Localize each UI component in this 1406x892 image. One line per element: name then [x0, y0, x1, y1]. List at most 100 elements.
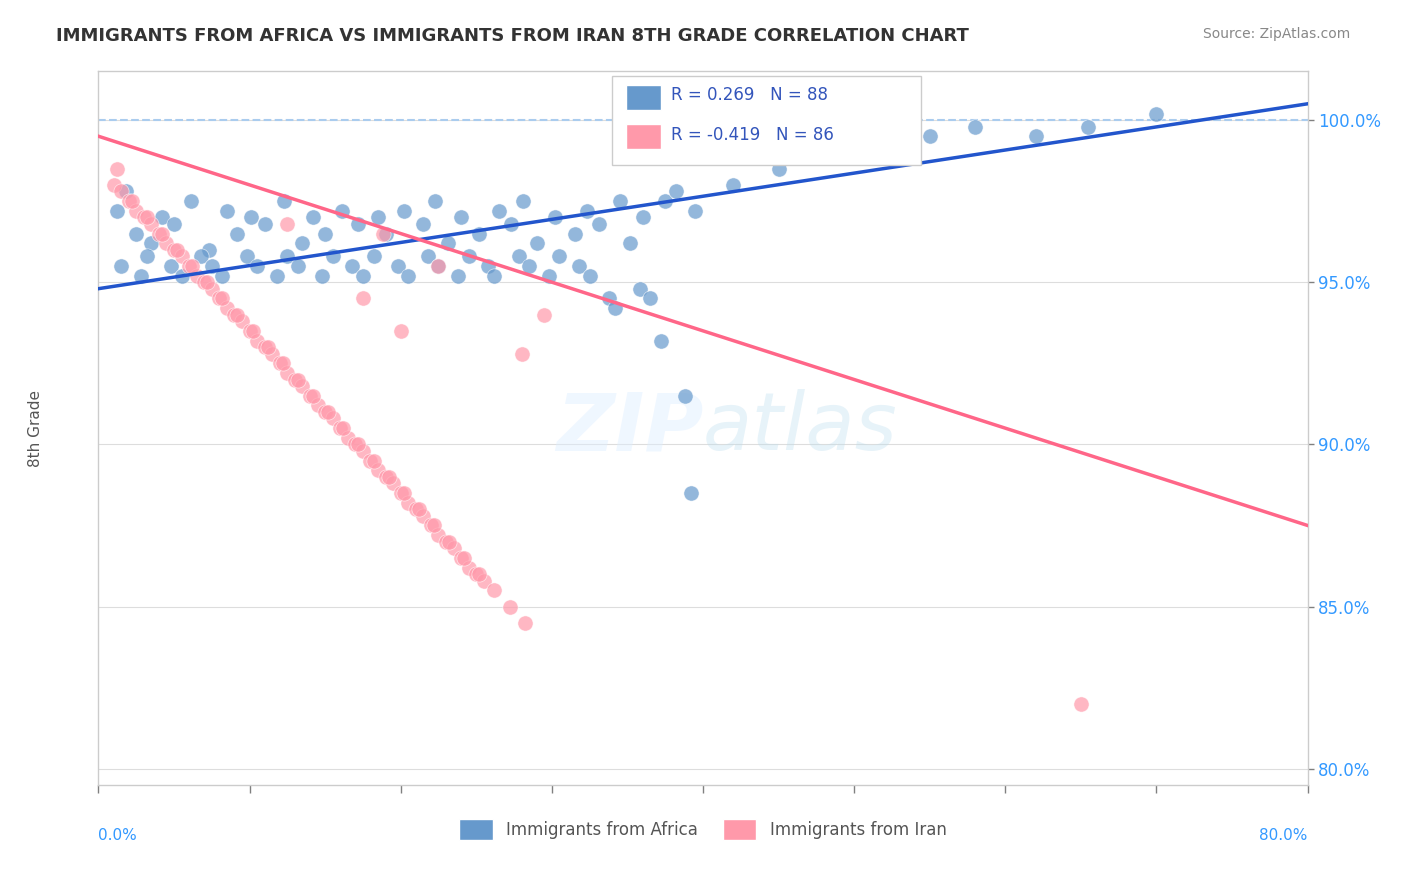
Point: [360, 453, 382, 467]
Point: [588, 217, 610, 231]
Point: [344, 437, 367, 451]
Point: [450, 550, 472, 565]
Point: [628, 282, 651, 296]
Legend: Immigrants from Africa, Immigrants from Iran: Immigrants from Africa, Immigrants from …: [451, 811, 955, 848]
Point: [631, 211, 654, 225]
Point: [201, 282, 224, 296]
Point: [352, 292, 374, 306]
Point: [352, 268, 374, 283]
Point: [322, 249, 344, 263]
Point: [450, 211, 472, 225]
Point: [170, 249, 193, 263]
Point: [299, 389, 322, 403]
Point: [125, 203, 148, 218]
Point: [163, 217, 186, 231]
Point: [665, 185, 688, 199]
Point: [242, 324, 264, 338]
Point: [654, 194, 676, 208]
Point: [367, 463, 389, 477]
Point: [537, 268, 560, 283]
Point: [302, 389, 325, 403]
Point: [246, 259, 269, 273]
Point: [425, 194, 447, 208]
Point: [322, 411, 344, 425]
Point: [276, 366, 298, 380]
Point: [526, 236, 548, 251]
Point: [118, 194, 141, 208]
Point: [129, 268, 152, 283]
Point: [517, 259, 540, 273]
Point: [141, 217, 163, 231]
Point: [427, 259, 450, 273]
Point: [150, 227, 173, 241]
Point: [170, 268, 193, 283]
Point: [276, 249, 298, 263]
Point: [284, 372, 307, 386]
Point: [374, 470, 396, 484]
Point: [363, 249, 385, 263]
Point: [332, 421, 354, 435]
Point: [457, 249, 479, 263]
Point: [965, 120, 987, 134]
Point: [405, 502, 427, 516]
Point: [1146, 106, 1168, 120]
Point: [114, 185, 136, 199]
Point: [163, 243, 186, 257]
Point: [408, 502, 430, 516]
Point: [477, 259, 499, 273]
Point: [858, 139, 880, 153]
Point: [110, 185, 132, 199]
Point: [224, 308, 246, 322]
Point: [273, 194, 295, 208]
Point: [723, 178, 745, 192]
Point: [125, 227, 148, 241]
Point: [685, 203, 707, 218]
Point: [374, 227, 396, 241]
Point: [468, 227, 491, 241]
Point: [605, 301, 627, 315]
Point: [190, 249, 212, 263]
Point: [336, 431, 359, 445]
Point: [443, 541, 465, 556]
Point: [472, 574, 495, 588]
Point: [197, 243, 219, 257]
Point: [329, 421, 352, 435]
Point: [533, 308, 555, 322]
Point: [307, 399, 329, 413]
Point: [352, 443, 374, 458]
Point: [468, 567, 491, 582]
Point: [155, 236, 177, 251]
Point: [513, 615, 536, 630]
Point: [392, 486, 415, 500]
Point: [396, 268, 419, 283]
Point: [186, 268, 208, 283]
Point: [453, 550, 475, 565]
Text: R = -0.419   N = 86: R = -0.419 N = 86: [671, 126, 834, 144]
Point: [132, 211, 155, 225]
Text: atlas: atlas: [703, 389, 898, 467]
Point: [141, 236, 163, 251]
Point: [195, 275, 218, 289]
Point: [377, 470, 399, 484]
Point: [135, 249, 157, 263]
Point: [148, 227, 170, 241]
Point: [211, 268, 233, 283]
Point: [768, 161, 790, 176]
Point: [276, 217, 298, 231]
Point: [619, 236, 641, 251]
Point: [918, 129, 941, 144]
Point: [311, 268, 333, 283]
Point: [548, 249, 571, 263]
Point: [510, 346, 533, 360]
Point: [457, 560, 479, 574]
Point: [201, 259, 224, 273]
Point: [235, 249, 257, 263]
Point: [673, 389, 696, 403]
Y-axis label: 8th Grade: 8th Grade: [28, 390, 42, 467]
Point: [544, 211, 567, 225]
Point: [330, 203, 353, 218]
Point: [181, 259, 204, 273]
Point: [1070, 697, 1092, 711]
Point: [105, 161, 128, 176]
Point: [387, 259, 409, 273]
